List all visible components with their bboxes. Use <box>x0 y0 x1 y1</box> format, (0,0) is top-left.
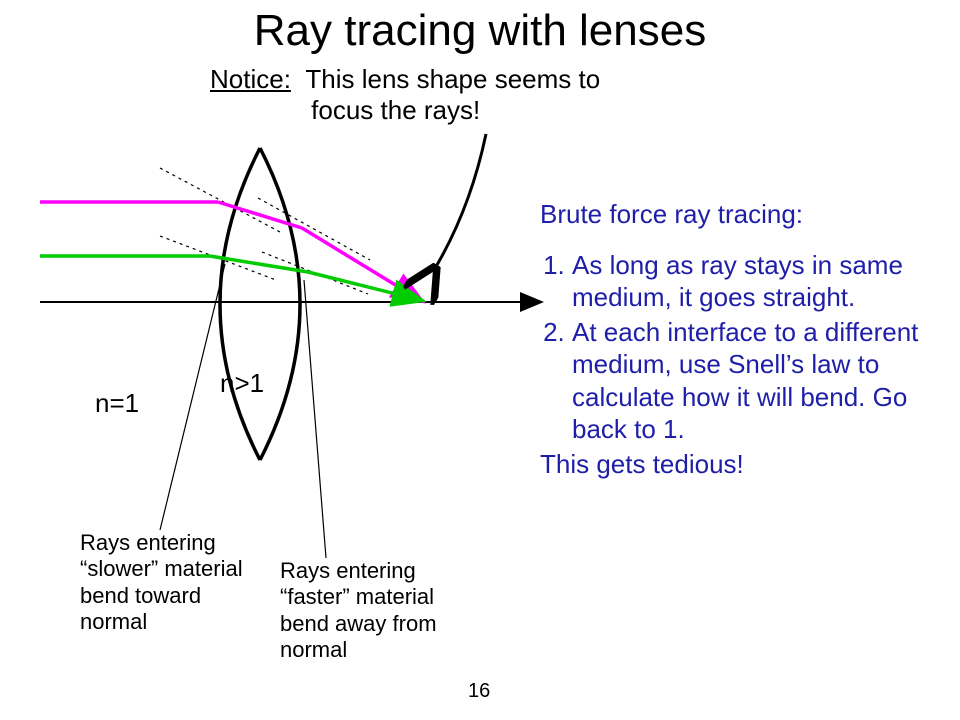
caption2-leader <box>304 280 326 558</box>
caption1-l3: bend toward <box>80 583 201 608</box>
ray-magenta <box>40 202 420 300</box>
caption-slower-material: Rays entering “slower” material bend tow… <box>80 530 280 636</box>
caption1-leader <box>160 264 225 530</box>
brute-force-item-1: As long as ray stays in same medium, it … <box>572 249 940 314</box>
notice-line1: This lens shape seems to <box>305 64 600 94</box>
caption1-l1: Rays entering <box>80 530 216 555</box>
ray-green <box>40 256 420 300</box>
caption2-l3: bend away from <box>280 611 437 636</box>
caption2-l4: normal <box>280 637 347 662</box>
surface-normals <box>160 168 370 294</box>
lens-right-surface <box>260 148 300 460</box>
caption1-l4: normal <box>80 609 147 634</box>
brute-force-item-2: At each interface to a different medium,… <box>572 316 940 446</box>
label-n-greater-1: n>1 <box>220 368 264 399</box>
notice-text: Notice: This lens shape seems to focus t… <box>210 64 600 126</box>
caption-faster-material: Rays entering “faster” material bend awa… <box>280 558 480 664</box>
notice-line2: focus the rays! <box>311 95 480 125</box>
page-number: 16 <box>468 680 490 703</box>
page-title: Ray tracing with lenses <box>0 6 960 56</box>
caption1-l2: “slower” material <box>80 556 243 581</box>
label-n-equals-1: n=1 <box>95 388 139 419</box>
brute-force-tail: This gets tedious! <box>540 448 940 481</box>
notice-label: Notice: <box>210 64 291 94</box>
lens-left-surface <box>220 148 260 460</box>
caption2-l2: “faster” material <box>280 584 434 609</box>
brute-force-text: Brute force ray tracing: As long as ray … <box>540 198 940 480</box>
caption2-l1: Rays entering <box>280 558 416 583</box>
brute-force-list: As long as ray stays in same medium, it … <box>540 249 940 446</box>
brute-force-lead: Brute force ray tracing: <box>540 198 940 231</box>
notice-arrow <box>434 134 486 270</box>
